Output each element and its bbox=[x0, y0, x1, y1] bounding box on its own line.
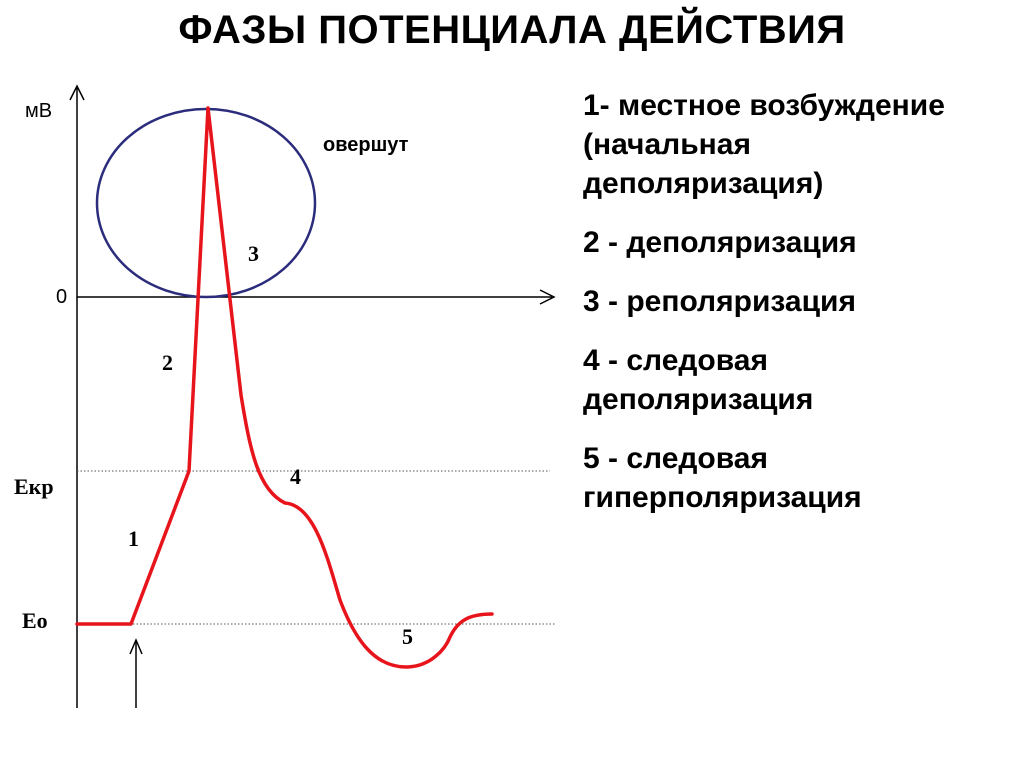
legend-item-1: 1- местное возбуждение (начальная деполя… bbox=[583, 89, 945, 200]
legend-item-2: 2 - деполяризация bbox=[583, 226, 857, 259]
phase-number-4: 4 bbox=[290, 464, 301, 489]
phase-number-3: 3 bbox=[248, 241, 259, 266]
phase-number-5: 5 bbox=[402, 624, 413, 649]
legend-item-4: 4 - следовая деполяризация bbox=[583, 344, 814, 416]
overshoot-circle bbox=[95, 107, 317, 299]
legend-item-3: 3 - реполяризация bbox=[583, 285, 856, 318]
page-title: ФАЗЫ ПОТЕНЦИАЛА ДЕЙСТВИЯ bbox=[178, 8, 846, 52]
rest-label: Ео bbox=[22, 608, 48, 633]
action-potential-curve bbox=[75, 106, 494, 669]
y-axis-arrowhead bbox=[69, 84, 85, 101]
y-axis-unit-label: мВ bbox=[25, 100, 52, 122]
phase-legend: 1- местное возбуждение (начальная деполя… bbox=[583, 86, 1013, 537]
zero-label: 0 bbox=[56, 286, 67, 308]
threshold-label: Екр bbox=[14, 474, 54, 499]
stimulus-arrowhead bbox=[129, 638, 143, 655]
legend-item-5: 5 - следовая гиперполяризация bbox=[583, 442, 862, 514]
phase-number-2: 2 bbox=[162, 350, 173, 375]
x-axis-arrowhead bbox=[539, 289, 556, 305]
overshoot-label: овершут bbox=[323, 134, 409, 156]
phase-number-1: 1 bbox=[128, 526, 139, 551]
